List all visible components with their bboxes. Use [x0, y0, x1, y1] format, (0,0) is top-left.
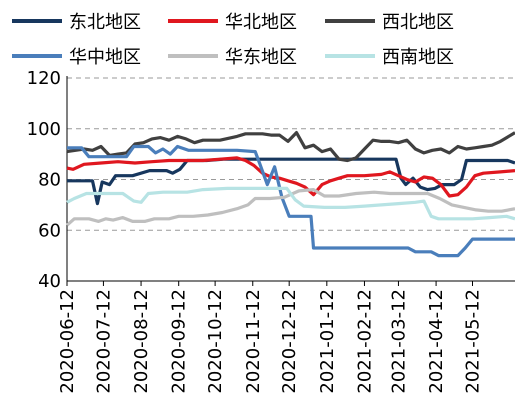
series-line-3 — [66, 131, 515, 163]
series-line-5 — [65, 188, 515, 227]
y-axis: 40 60 80 100 120 — [27, 68, 68, 292]
y-tick-label-40: 40 — [38, 271, 61, 292]
x-tick-label-2021-05-12: 2021-05-12 — [463, 289, 484, 394]
x-tick-label-2021-02-12: 2021-02-12 — [354, 289, 375, 394]
legend-label-1: 东北地区 — [69, 12, 141, 33]
x-tick-label-2020-08-12: 2020-08-12 — [131, 289, 152, 394]
x-tick-label-2020-09-12: 2020-09-12 — [169, 289, 190, 394]
x-tick-label-2020-06-12: 2020-06-12 — [57, 289, 78, 394]
series-line-4 — [67, 144, 515, 258]
y-tick-label-100: 100 — [27, 119, 61, 140]
legend-label-5: 华东地区 — [225, 47, 297, 68]
legend-label-4: 华中地区 — [69, 47, 141, 68]
y-tick-label-120: 120 — [27, 68, 61, 89]
x-axis: 2020-06-12 2020-07-12 2020-08-12 2020-09-12… — [57, 280, 515, 394]
legend-label-2: 华北地区 — [225, 12, 297, 33]
x-tick-label-2020-10-12: 2020-10-12 — [205, 289, 226, 394]
y-tick-label-60: 60 — [38, 220, 61, 241]
x-tick-label-2020-11-12: 2020-11-12 — [243, 289, 264, 394]
legend-label-3: 西北地区 — [382, 12, 454, 33]
series-line-1 — [67, 157, 515, 206]
x-tick-label-2021-01-12: 2021-01-12 — [317, 289, 338, 394]
x-tick-label-2021-04-12: 2021-04-12 — [426, 289, 447, 394]
series-line-2 — [66, 156, 515, 198]
y-tick-label-80: 80 — [38, 170, 61, 191]
series-line-6 — [66, 186, 515, 221]
legend-label-6: 西南地区 — [382, 47, 454, 68]
x-tick-label-2021-03-12: 2021-03-12 — [388, 289, 409, 394]
chart-gridlines — [67, 77, 515, 231]
x-tick-label-2020-12-12: 2020-12-12 — [279, 289, 300, 394]
chart-series — [65, 131, 515, 258]
x-tick-label-2020-07-12: 2020-07-12 — [93, 289, 114, 394]
